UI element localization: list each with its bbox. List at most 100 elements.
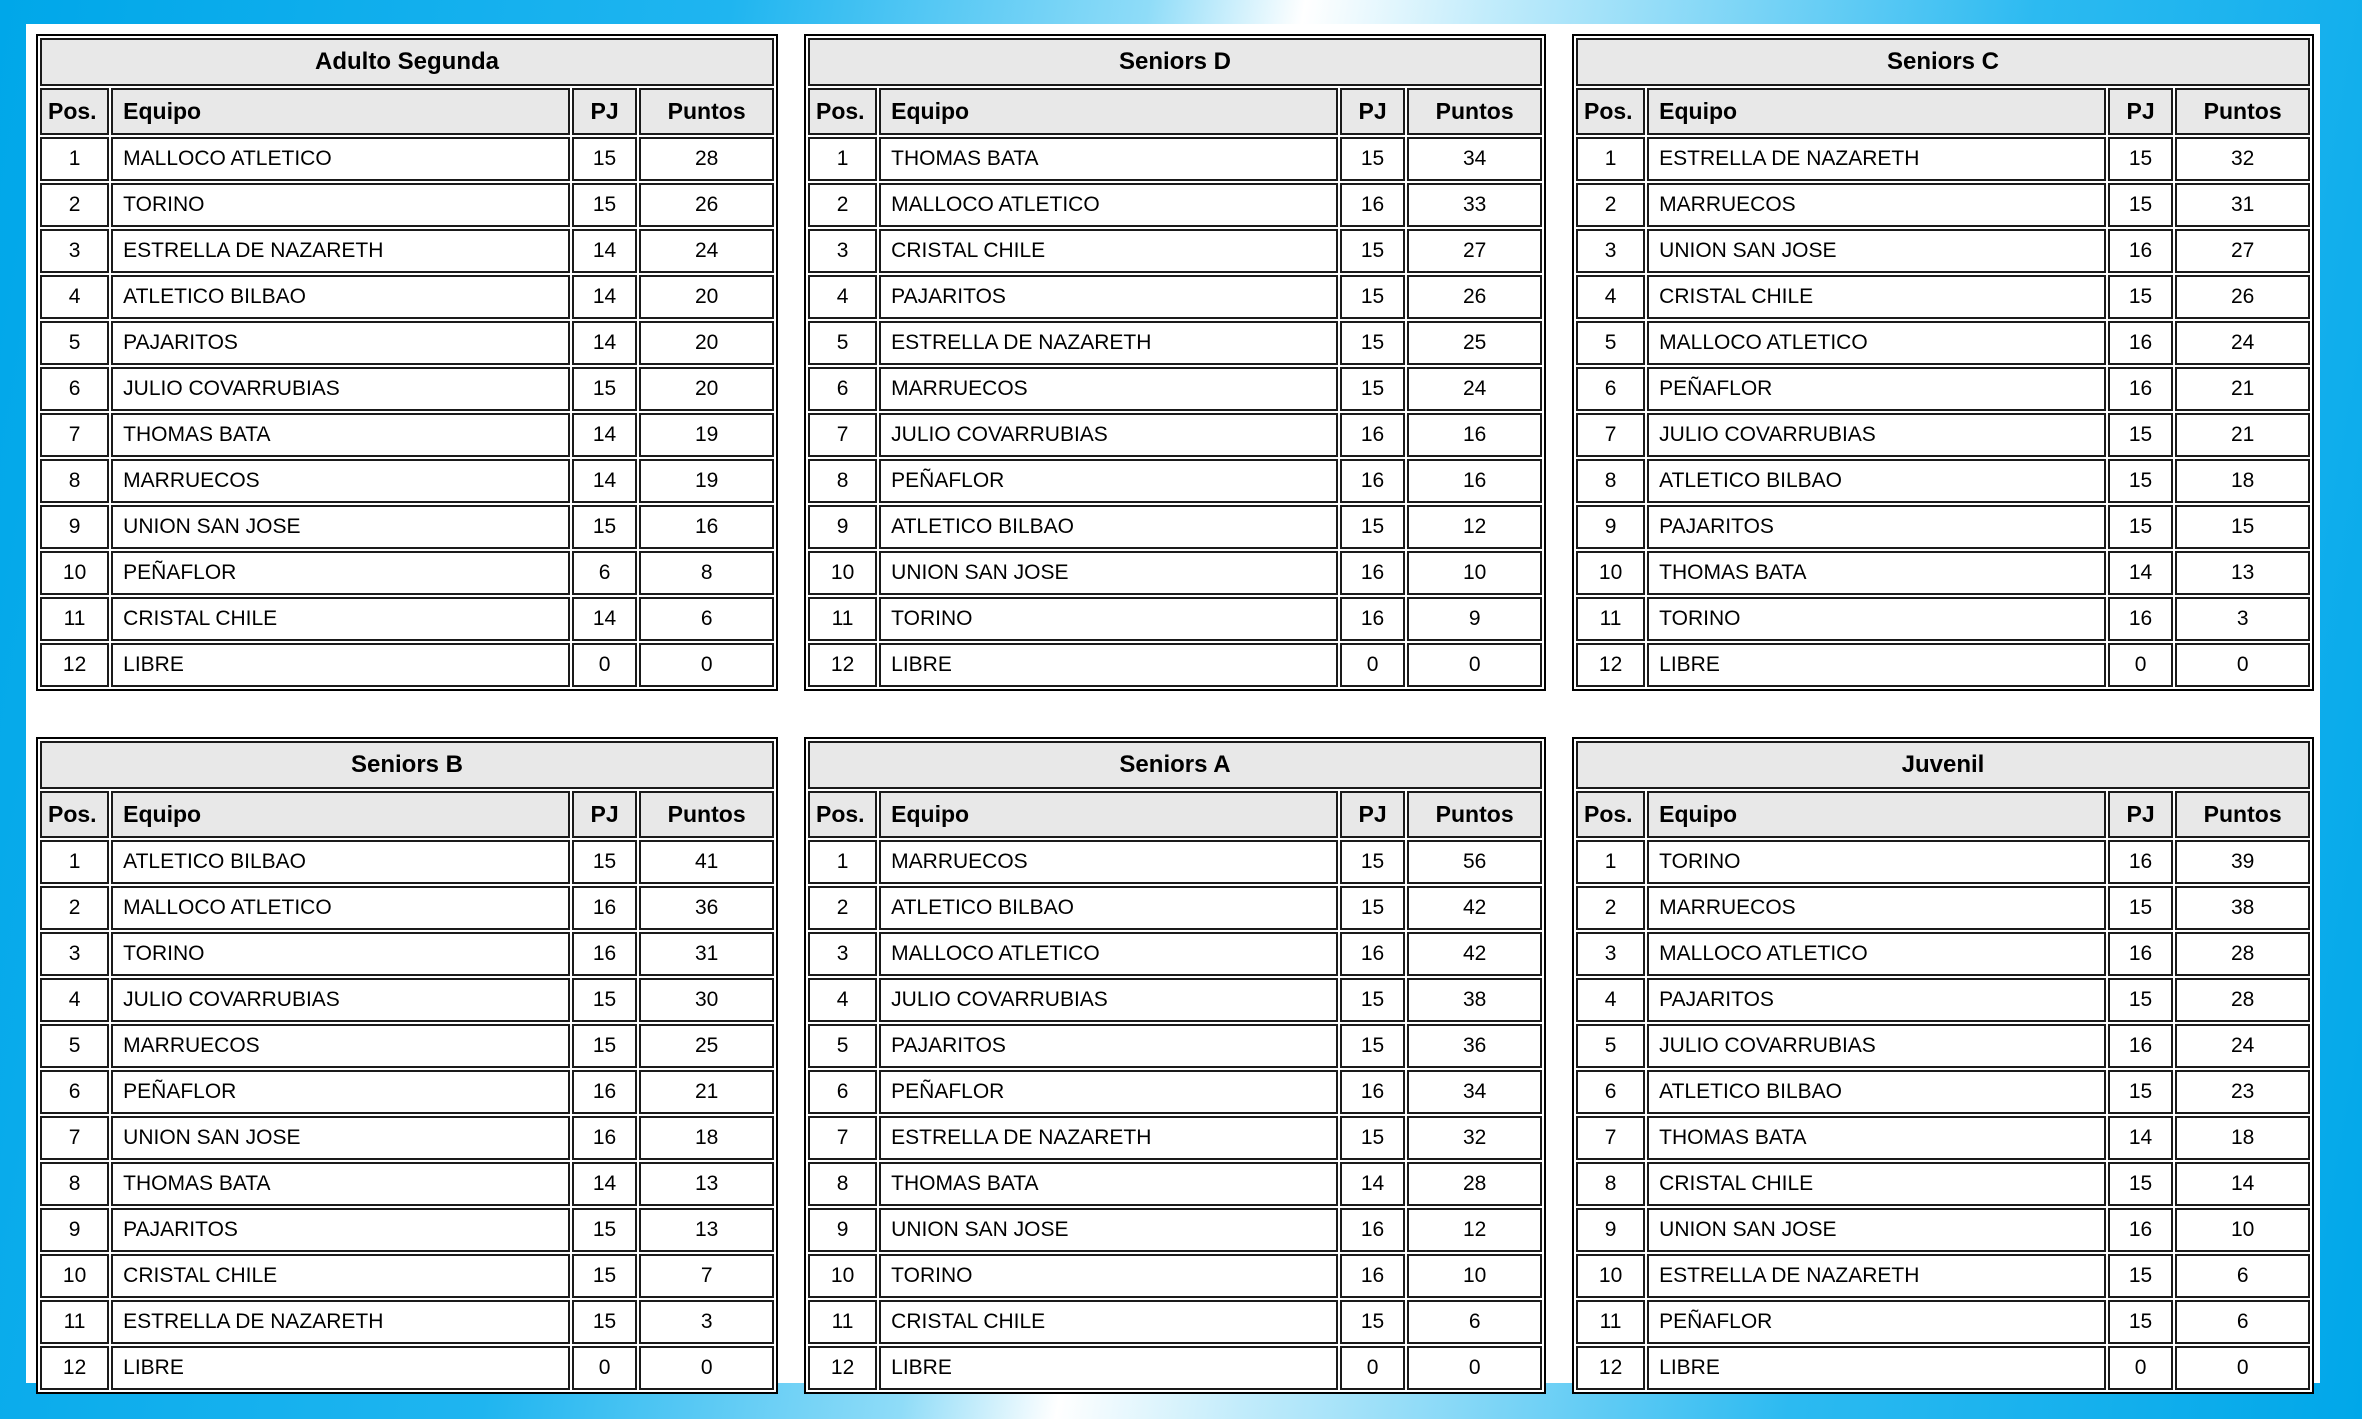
column-header-puntos: Puntos [639, 88, 774, 135]
pos-cell: 9 [40, 505, 110, 549]
table-row: 5 ESTRELLA DE NAZARETH 15 25 [808, 321, 1542, 365]
pj-cell: 15 [571, 840, 638, 884]
table-row: 6 PEÑAFLOR 16 21 [1576, 367, 2310, 411]
table-row: 10 UNION SAN JOSE 16 10 [808, 551, 1542, 595]
pos-cell: 7 [40, 413, 110, 457]
puntos-cell: 26 [1407, 275, 1542, 319]
puntos-cell: 27 [2175, 229, 2310, 273]
table-title: Juvenil [1576, 741, 2310, 789]
table-row: 12 LIBRE 0 0 [40, 643, 774, 687]
pos-cell: 8 [40, 459, 110, 503]
table-title: Seniors C [1576, 38, 2310, 86]
pj-cell: 14 [2107, 1116, 2174, 1160]
pos-cell: 4 [1576, 978, 1646, 1022]
table-row: 8 ATLETICO BILBAO 15 18 [1576, 459, 2310, 503]
puntos-cell: 0 [2175, 643, 2310, 687]
team-cell: TORINO [879, 597, 1338, 641]
pos-cell: 11 [808, 1300, 878, 1344]
pos-cell: 12 [1576, 1346, 1646, 1390]
table-row: 11 CRISTAL CHILE 14 6 [40, 597, 774, 641]
column-header-pos: Pos. [40, 88, 110, 135]
table-title-row: Seniors B [40, 741, 774, 789]
puntos-cell: 21 [2175, 367, 2310, 411]
table-row: 2 MALLOCO ATLETICO 16 33 [808, 183, 1542, 227]
puntos-cell: 31 [639, 932, 774, 976]
team-cell: THOMAS BATA [879, 1162, 1338, 1206]
column-header-pj: PJ [1339, 791, 1406, 838]
puntos-cell: 41 [639, 840, 774, 884]
puntos-cell: 24 [1407, 367, 1542, 411]
team-cell: LIBRE [879, 1346, 1338, 1390]
pj-cell: 15 [2107, 413, 2174, 457]
pj-cell: 16 [1339, 1208, 1406, 1252]
pj-cell: 15 [2107, 1254, 2174, 1298]
pj-cell: 15 [2107, 886, 2174, 930]
puntos-cell: 28 [2175, 978, 2310, 1022]
pos-cell: 12 [40, 643, 110, 687]
team-cell: ATLETICO BILBAO [1647, 1070, 2106, 1114]
pos-cell: 2 [1576, 886, 1646, 930]
table-row: 5 MALLOCO ATLETICO 16 24 [1576, 321, 2310, 365]
pos-cell: 2 [808, 886, 878, 930]
pj-cell: 16 [2107, 321, 2174, 365]
column-header-equipo: Equipo [879, 88, 1338, 135]
table-row: 12 LIBRE 0 0 [40, 1346, 774, 1390]
pos-cell: 6 [1576, 1070, 1646, 1114]
table-row: 5 PAJARITOS 14 20 [40, 321, 774, 365]
standings-table: Adulto Segunda Pos. Equipo PJ Puntos 1 MA… [36, 34, 778, 691]
column-header-puntos: Puntos [639, 791, 774, 838]
table-row: 7 JULIO COVARRUBIAS 16 16 [808, 413, 1542, 457]
table-row: 2 ATLETICO BILBAO 15 42 [808, 886, 1542, 930]
puntos-cell: 0 [1407, 643, 1542, 687]
table-row: 3 TORINO 16 31 [40, 932, 774, 976]
column-header-puntos: Puntos [2175, 88, 2310, 135]
puntos-cell: 27 [1407, 229, 1542, 273]
table-header-row: Pos. Equipo PJ Puntos [40, 88, 774, 135]
pos-cell: 4 [808, 978, 878, 1022]
pj-cell: 14 [571, 275, 638, 319]
pj-cell: 14 [1339, 1162, 1406, 1206]
pj-cell: 16 [2107, 1208, 2174, 1252]
team-cell: ATLETICO BILBAO [1647, 459, 2106, 503]
pj-cell: 14 [571, 229, 638, 273]
pos-cell: 3 [40, 229, 110, 273]
pj-cell: 15 [2107, 183, 2174, 227]
team-cell: THOMAS BATA [111, 1162, 570, 1206]
team-cell: PEÑAFLOR [111, 551, 570, 595]
pj-cell: 15 [571, 1024, 638, 1068]
table-row: 1 ATLETICO BILBAO 15 41 [40, 840, 774, 884]
puntos-cell: 32 [2175, 137, 2310, 181]
pos-cell: 9 [40, 1208, 110, 1252]
pos-cell: 12 [808, 643, 878, 687]
pj-cell: 15 [1339, 137, 1406, 181]
pj-cell: 16 [2107, 1024, 2174, 1068]
table-row: 11 CRISTAL CHILE 15 6 [808, 1300, 1542, 1344]
pj-cell: 14 [571, 597, 638, 641]
pj-cell: 14 [571, 1162, 638, 1206]
table-row: 9 UNION SAN JOSE 16 10 [1576, 1208, 2310, 1252]
table-row: 3 ESTRELLA DE NAZARETH 14 24 [40, 229, 774, 273]
team-cell: ATLETICO BILBAO [111, 275, 570, 319]
column-header-puntos: Puntos [2175, 791, 2310, 838]
column-header-pj: PJ [2107, 88, 2174, 135]
pos-cell: 1 [40, 137, 110, 181]
pj-cell: 14 [2107, 551, 2174, 595]
puntos-cell: 24 [639, 229, 774, 273]
column-header-pj: PJ [1339, 88, 1406, 135]
column-header-pos: Pos. [808, 88, 878, 135]
team-cell: UNION SAN JOSE [1647, 229, 2106, 273]
puntos-cell: 20 [639, 321, 774, 365]
puntos-cell: 3 [2175, 597, 2310, 641]
pos-cell: 1 [1576, 137, 1646, 181]
pos-cell: 10 [808, 1254, 878, 1298]
table-row: 6 MARRUECOS 15 24 [808, 367, 1542, 411]
pj-cell: 15 [571, 505, 638, 549]
team-cell: PEÑAFLOR [111, 1070, 570, 1114]
pj-cell: 15 [571, 137, 638, 181]
team-cell: TORINO [1647, 597, 2106, 641]
pj-cell: 15 [571, 183, 638, 227]
team-cell: THOMAS BATA [1647, 1116, 2106, 1160]
pos-cell: 5 [808, 321, 878, 365]
pos-cell: 2 [40, 183, 110, 227]
pos-cell: 6 [1576, 367, 1646, 411]
